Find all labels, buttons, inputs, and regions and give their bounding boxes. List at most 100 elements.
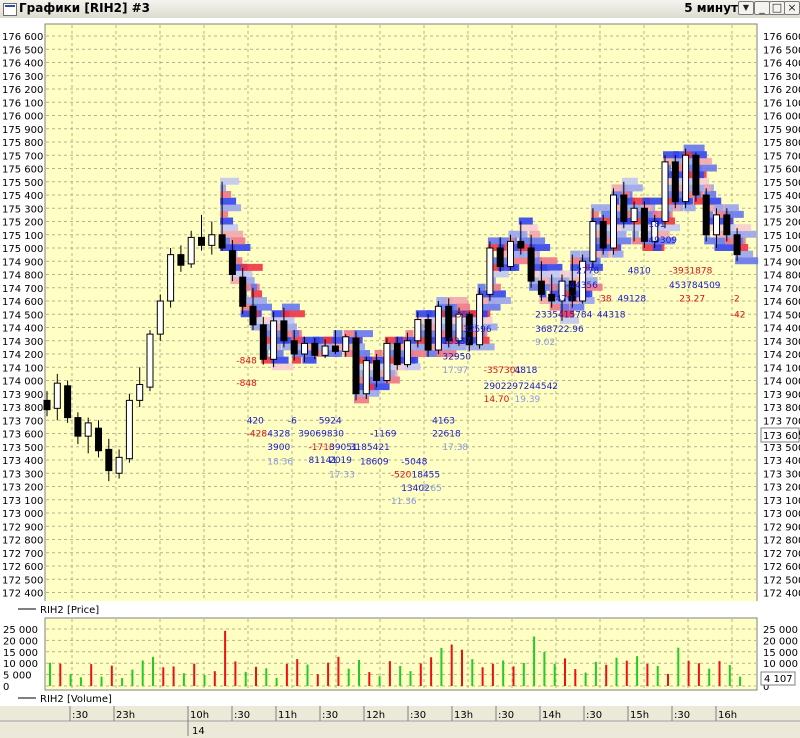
volume-bar (481, 667, 484, 686)
current-price-label: 173 605 (763, 431, 800, 442)
interval-dropdown-arrow-icon[interactable]: ▼ (738, 1, 754, 15)
price-plot-area[interactable] (44, 23, 758, 609)
candle-up (476, 293, 484, 346)
candle-down (239, 276, 247, 307)
candle-up (455, 313, 463, 342)
cluster-bar (632, 217, 648, 225)
price-tick-label: 176 100 (2, 98, 43, 109)
cluster-bar (508, 257, 530, 265)
candle-up (383, 342, 391, 381)
cluster-bar (467, 323, 483, 331)
price-tick-label: 173 100 (2, 496, 43, 507)
volume-bar (59, 663, 62, 686)
candle-down (733, 234, 741, 256)
cluster-bar (323, 343, 338, 351)
volume-bar (337, 656, 340, 686)
cluster-bar (652, 244, 662, 251)
price-tick-label-right: 173 700 (763, 416, 800, 427)
volume-bar (553, 663, 556, 686)
volume-bar (234, 661, 237, 686)
cluster-label: 17.38 (442, 443, 468, 453)
time-axis-labels: :30 23h 10h:30 11h:30 12h:30 13h:30 14h:30 15h:… (69, 706, 737, 736)
cluster-bar (477, 323, 498, 331)
cluster-bar (487, 283, 501, 291)
price-legend: RIH2 [Price] (40, 605, 99, 616)
cluster-bar (560, 283, 572, 291)
price-tick-label: 173 000 (2, 509, 43, 520)
candle-up (486, 247, 494, 295)
cluster-label: 39069830 (298, 430, 344, 440)
cluster-bar (271, 330, 287, 338)
cluster-label: 49128 (618, 294, 647, 304)
cluster-bar (549, 290, 562, 298)
price-tick-label-right: 172 400 (763, 589, 800, 600)
volume-bar (347, 668, 350, 686)
volume-bar (224, 630, 227, 686)
price-y-axis-right: 176 600 176 500 176 400 176 300 176 200 176 1… (763, 32, 800, 613)
volume-bar (131, 669, 134, 686)
volume-legend-bar (0, 691, 800, 705)
volume-bar (327, 662, 330, 686)
candle-up (136, 383, 144, 401)
cluster-bar (724, 210, 744, 218)
cluster-label: 2019 (329, 456, 352, 466)
price-tick-label: 172 700 (2, 549, 43, 560)
price-tick-label: 176 000 (2, 112, 43, 123)
cluster-bar (405, 343, 424, 351)
cluster-bar (663, 197, 678, 205)
cluster-label: 11.36 (391, 497, 417, 507)
cluster-bar (632, 230, 640, 238)
cluster-bar (220, 210, 229, 218)
candle-up (270, 320, 278, 360)
cluster-bar (735, 224, 752, 232)
time-label: 23h (116, 710, 135, 721)
cluster-label: 19.39 (515, 395, 541, 405)
price-tick-label: 173 600 (2, 430, 43, 441)
candle-down (331, 345, 339, 352)
candles (43, 148, 741, 482)
candle-up (579, 260, 587, 302)
price-tick-label-right: 175 700 (763, 151, 800, 162)
cluster-bar (220, 204, 242, 212)
cluster-label: 9.02 (535, 338, 555, 348)
cluster-label: -42 (731, 310, 746, 320)
cluster-bar (590, 263, 603, 271)
close-button[interactable]: × (784, 1, 800, 15)
volume-tick-label-right: 25 000 (763, 625, 798, 636)
cluster-bar (549, 283, 557, 291)
cluster-bar (312, 350, 327, 357)
price-tick-label-right: 175 100 (763, 231, 800, 242)
cluster-bar (467, 343, 480, 351)
interval-selector[interactable]: 5 минут (684, 1, 738, 15)
cluster-bar (529, 257, 543, 265)
cluster-bar (395, 336, 404, 344)
volume-tick-label-right: 0 (763, 682, 769, 693)
cluster-bar (693, 197, 706, 205)
volume-bar (358, 660, 360, 686)
price-tick-label: 176 600 (2, 32, 43, 43)
cluster-bar (405, 363, 421, 371)
cluster-label: 23.27 (679, 294, 705, 304)
cluster-bar (261, 356, 274, 364)
chart-window-icon (3, 3, 17, 16)
cluster-bar (601, 250, 609, 258)
price-tick-label-right: 176 300 (763, 72, 800, 83)
price-tick-label: 173 300 (2, 469, 43, 480)
time-label: 12h (366, 710, 385, 721)
cluster-bar (415, 310, 432, 318)
cluster-bar (436, 350, 457, 357)
cluster-bar (292, 343, 310, 351)
time-label: :30 (72, 710, 88, 721)
cluster-label: 44318 (597, 310, 626, 320)
cluster-bar (405, 336, 419, 344)
price-volume-chart[interactable]: 176 600 176 500 176 400 176 300 176 200 176 1… (0, 18, 800, 738)
price-tick-label: 173 200 (2, 483, 43, 494)
volume-bar (306, 664, 309, 686)
cluster-bar (560, 303, 569, 311)
cluster-label: 368722.96 (535, 325, 584, 335)
candle-down (496, 247, 504, 268)
cluster-bar (508, 250, 525, 258)
minimize-button[interactable]: _ (754, 1, 770, 15)
maximize-button[interactable]: □ (769, 1, 785, 15)
candle-down (105, 448, 113, 472)
